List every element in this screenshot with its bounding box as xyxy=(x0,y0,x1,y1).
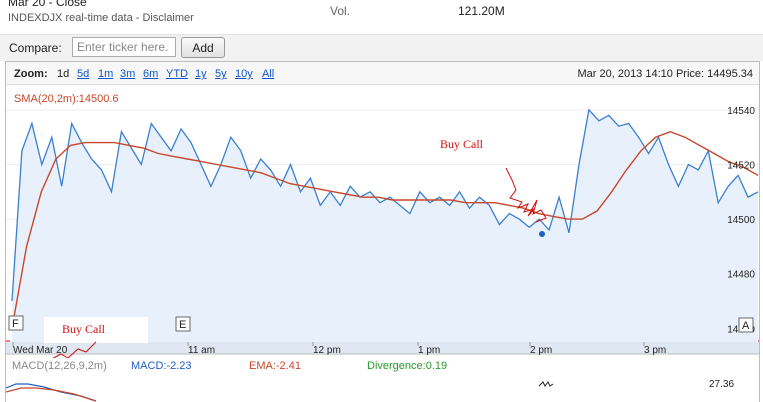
sma-label: SMA(20,2m):14500.6 xyxy=(14,93,119,105)
time-axis-band xyxy=(6,342,759,354)
macd-value: MACD:-2.23 xyxy=(131,360,192,372)
zoom-3m[interactable]: 3m xyxy=(120,68,136,80)
price-series-line xyxy=(11,108,759,302)
x-tick-label: 2 pm xyxy=(530,345,552,356)
flag-e-label: E xyxy=(179,319,186,331)
x-axis-labels: Wed Mar 20 11 am 12 pm 1 pm 2 pm 3 pm xyxy=(12,342,666,356)
add-button[interactable]: Add xyxy=(181,37,225,58)
zoom-label: Zoom: xyxy=(14,68,48,80)
price-readout: Mar 20, 2013 14:10 Price: 14495.34 xyxy=(577,68,753,80)
macd-label: MACD(12,26,9,2m) xyxy=(12,360,107,372)
macd-ema-line xyxy=(6,387,97,402)
zoom-1y[interactable]: 1y xyxy=(195,68,207,80)
compare-ticker-input[interactable] xyxy=(72,37,176,57)
ema-value: EMA:-2.41 xyxy=(249,360,301,372)
chart-panel: Zoom: 1d 5d 1m 3m 6m YTD 1y 5y 10y All M… xyxy=(5,61,760,402)
buy-call-label-box xyxy=(44,317,148,343)
x-tick-label: 3 pm xyxy=(644,345,666,356)
zoom-5y[interactable]: 5y xyxy=(215,68,227,80)
macd-chart: 27.36 xyxy=(6,379,734,402)
scribble-annotation xyxy=(505,167,547,223)
zoom-bar: Zoom: 1d 5d 1m 3m 6m YTD 1y 5y 10y All M… xyxy=(6,62,759,85)
compare-row: Compare: Add xyxy=(0,34,763,61)
flag-e[interactable] xyxy=(175,316,191,332)
volume-label: Vol. xyxy=(330,4,351,18)
y-tick-label: 14540 xyxy=(727,106,755,117)
zoom-all[interactable]: All xyxy=(262,68,275,80)
hand-cursor-icon xyxy=(538,381,554,387)
x-tick-label: 11 am xyxy=(188,345,215,356)
zoom-6m[interactable]: 6m xyxy=(143,68,159,80)
flag-a-label: A xyxy=(742,320,750,332)
macd-line xyxy=(6,383,97,402)
x-tick-label: 12 pm xyxy=(313,345,341,356)
flag-a[interactable] xyxy=(738,317,754,333)
y-tick-label: 14520 xyxy=(727,160,755,171)
buy-call-annotation: Buy Call xyxy=(440,137,484,151)
x-tick-label: 1 pm xyxy=(418,345,440,356)
divergence-value: Divergence:0.19 xyxy=(367,360,448,372)
price-area-fill xyxy=(12,109,758,342)
zoom-1m[interactable]: 1m xyxy=(98,68,114,80)
flag-f-label: F xyxy=(12,318,19,330)
close-label: Mar 20 - Close xyxy=(8,0,87,9)
zoom-10y[interactable]: 10y xyxy=(235,68,253,80)
volume-value: 121.20M xyxy=(458,4,505,18)
zoom-1d[interactable]: 1d xyxy=(57,68,70,80)
buy-call-annotation-lower: Buy Call xyxy=(62,322,106,336)
y-tick-label: 14500 xyxy=(727,215,755,226)
compare-label: Compare: xyxy=(9,41,62,55)
x-tick-label: Wed Mar 20 xyxy=(13,345,68,356)
zoom-ytd[interactable]: YTD xyxy=(166,68,188,80)
price-chart[interactable]: SMA(20,2m):14500.6 14540 14520 14500 14480 1… xyxy=(6,62,759,402)
sma-series-line xyxy=(11,130,759,329)
macd-header: MACD(12,26,9,2m) MACD:-2.23 EMA:-2.41 Di… xyxy=(6,358,759,374)
index-source-label: INDEXDJX real-time data - Disclaimer xyxy=(8,12,194,24)
macd-y-label: 27.36 xyxy=(709,379,734,390)
zoom-5d[interactable]: 5d xyxy=(77,68,90,80)
flag-f[interactable] xyxy=(8,315,24,331)
lower-scribble xyxy=(45,341,97,363)
y-tick-label: 14480 xyxy=(727,270,755,281)
quote-header: Mar 20 - Close INDEXDJX real-time data -… xyxy=(0,0,763,32)
current-price-marker xyxy=(539,231,545,237)
